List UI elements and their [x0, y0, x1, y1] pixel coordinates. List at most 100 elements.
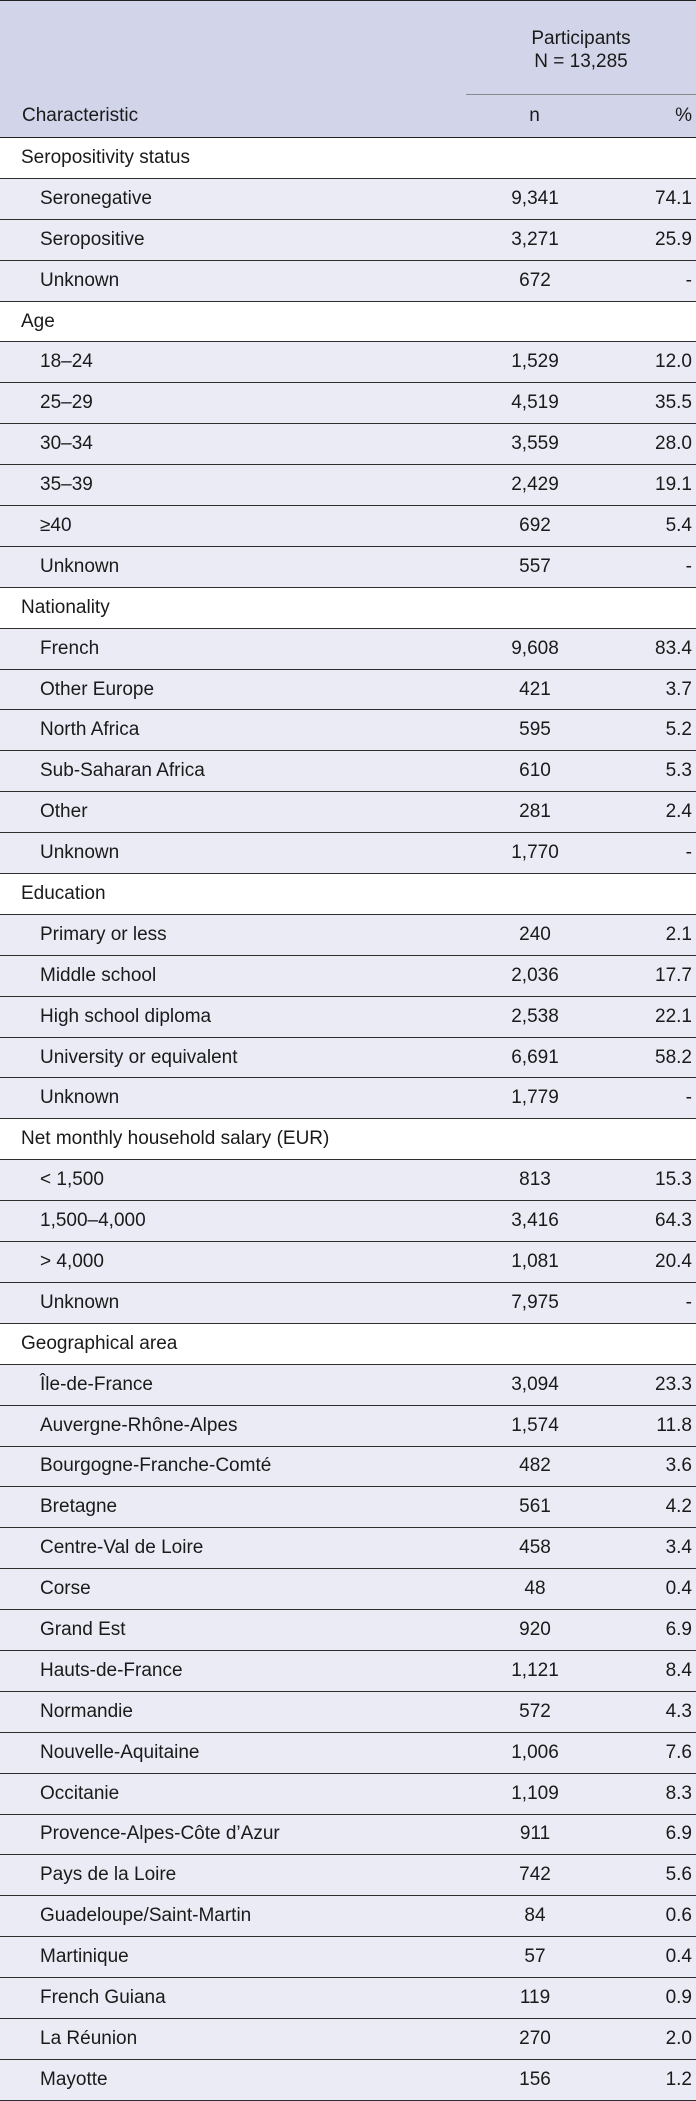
row-percent: 7.6 [576, 1732, 696, 1774]
table-row: Other Europe 421 3.7 [0, 669, 696, 711]
row-label: Grand Est [0, 1609, 466, 1651]
row-percent: 74.1 [576, 178, 696, 220]
empty-cell [576, 587, 696, 629]
column-header-characteristic: Characteristic [0, 94, 466, 138]
row-label: > 4,000 [0, 1241, 466, 1283]
row-percent: 23.3 [576, 1364, 696, 1406]
row-label: Sub-Saharan Africa [0, 750, 466, 793]
row-label: Seronegative [0, 178, 466, 220]
row-label: Nouvelle-Aquitaine [0, 1732, 466, 1774]
row-label: Auvergne-Rhône-Alpes [0, 1405, 466, 1447]
row-count: 1,109 [466, 1773, 576, 1815]
table-row: ≥40 692 5.4 [0, 505, 696, 547]
row-label: French [0, 628, 466, 670]
empty-cell [576, 301, 696, 343]
table-body: Seropositivity status Seronegative 9,341 74… [0, 137, 696, 2101]
row-percent: 11.8 [576, 1405, 696, 1447]
row-count: 84 [466, 1895, 576, 1938]
row-count: 240 [466, 914, 576, 956]
row-count: 561 [466, 1486, 576, 1529]
empty-cell [466, 301, 576, 343]
column-header-percent: % [576, 94, 696, 138]
section-title: Age [0, 301, 466, 343]
row-percent: 0.6 [576, 1895, 696, 1938]
table-row: 35–39 2,429 19.1 [0, 464, 696, 507]
row-count: 3,094 [466, 1364, 576, 1406]
row-label: ≥40 [0, 505, 466, 547]
empty-cell [466, 1323, 576, 1365]
row-label: 25–29 [0, 382, 466, 425]
row-percent: 5.4 [576, 505, 696, 547]
empty-cell [466, 137, 576, 179]
row-label: Martinique [0, 1936, 466, 1979]
row-count: 813 [466, 1159, 576, 1202]
row-count: 1,081 [466, 1241, 576, 1283]
empty-cell [576, 873, 696, 915]
row-count: 1,770 [466, 832, 576, 875]
table-row: Martinique 57 0.4 [0, 1936, 696, 1979]
row-count: 421 [466, 669, 576, 711]
row-count: 119 [466, 1977, 576, 2019]
row-percent: 58.2 [576, 1037, 696, 1079]
row-label: Provence-Alpes-Côte d’Azur [0, 1814, 466, 1856]
table-row: High school diploma 2,538 22.1 [0, 996, 696, 1038]
row-label: 1,500–4,000 [0, 1200, 466, 1243]
row-label: La Réunion [0, 2018, 466, 2060]
table-row: Sub-Saharan Africa 610 5.3 [0, 750, 696, 793]
participants-label: Participants [531, 27, 631, 49]
row-label: Bourgogne-Franche-Comté [0, 1446, 466, 1488]
row-count: 482 [466, 1446, 576, 1488]
table-row: French Guiana 119 0.9 [0, 1977, 696, 2019]
row-count: 3,416 [466, 1200, 576, 1243]
row-count: 1,529 [466, 341, 576, 384]
empty-cell [466, 873, 576, 915]
table-row: Unknown 1,770- [0, 832, 696, 875]
row-percent: - [576, 546, 696, 588]
table-row: Seronegative 9,341 74.1 [0, 178, 696, 220]
table-row: Unknown 557- [0, 546, 696, 588]
section-header-row: Net monthly household salary (EUR) [0, 1118, 696, 1161]
section-title: Seropositivity status [0, 137, 466, 179]
section-header-row: Seropositivity status [0, 137, 696, 179]
section-title: Nationality [0, 587, 466, 629]
row-percent: 8.3 [576, 1773, 696, 1815]
table-row: Occitanie 1,109 8.3 [0, 1773, 696, 1815]
table-row: 1,500–4,000 3,416 64.3 [0, 1200, 696, 1243]
section-header-row: Education [0, 873, 696, 915]
table-row: University or equivalent 6,691 58.2 [0, 1037, 696, 1079]
row-count: 572 [466, 1691, 576, 1733]
empty-cell [466, 587, 576, 629]
row-percent: 4.3 [576, 1691, 696, 1733]
table-row: Corse 48 0.4 [0, 1568, 696, 1611]
row-count: 281 [466, 791, 576, 834]
row-percent: 3.6 [576, 1446, 696, 1488]
row-label: University or equivalent [0, 1037, 466, 1079]
header-spacer [0, 0, 466, 95]
table-row: French 9,608 83.4 [0, 628, 696, 670]
row-count: 1,121 [466, 1650, 576, 1692]
row-percent: 17.7 [576, 955, 696, 997]
row-count: 1,574 [466, 1405, 576, 1447]
row-count: 557 [466, 546, 576, 588]
table-row: North Africa 595 5.2 [0, 709, 696, 752]
row-label: French Guiana [0, 1977, 466, 2019]
row-percent: 2.0 [576, 2018, 696, 2060]
table-row: Unknown 1,779- [0, 1077, 696, 1120]
row-percent: 6.9 [576, 1814, 696, 1856]
participants-total: N = 13,285 [534, 50, 628, 72]
participants-header: Participants N = 13,285 [466, 0, 696, 95]
table-row: Primary or less 240 2.1 [0, 914, 696, 956]
row-count: 3,271 [466, 219, 576, 261]
table-row: 25–29 4,519 35.5 [0, 382, 696, 425]
row-count: 911 [466, 1814, 576, 1856]
row-percent: 5.3 [576, 750, 696, 793]
row-label: North Africa [0, 709, 466, 752]
table-row: Bourgogne-Franche-Comté 482 3.6 [0, 1446, 696, 1488]
row-label: Unknown [0, 832, 466, 875]
row-label: Bretagne [0, 1486, 466, 1529]
row-percent: 28.0 [576, 423, 696, 466]
section-header-row: Geographical area [0, 1323, 696, 1365]
row-count: 3,559 [466, 423, 576, 466]
